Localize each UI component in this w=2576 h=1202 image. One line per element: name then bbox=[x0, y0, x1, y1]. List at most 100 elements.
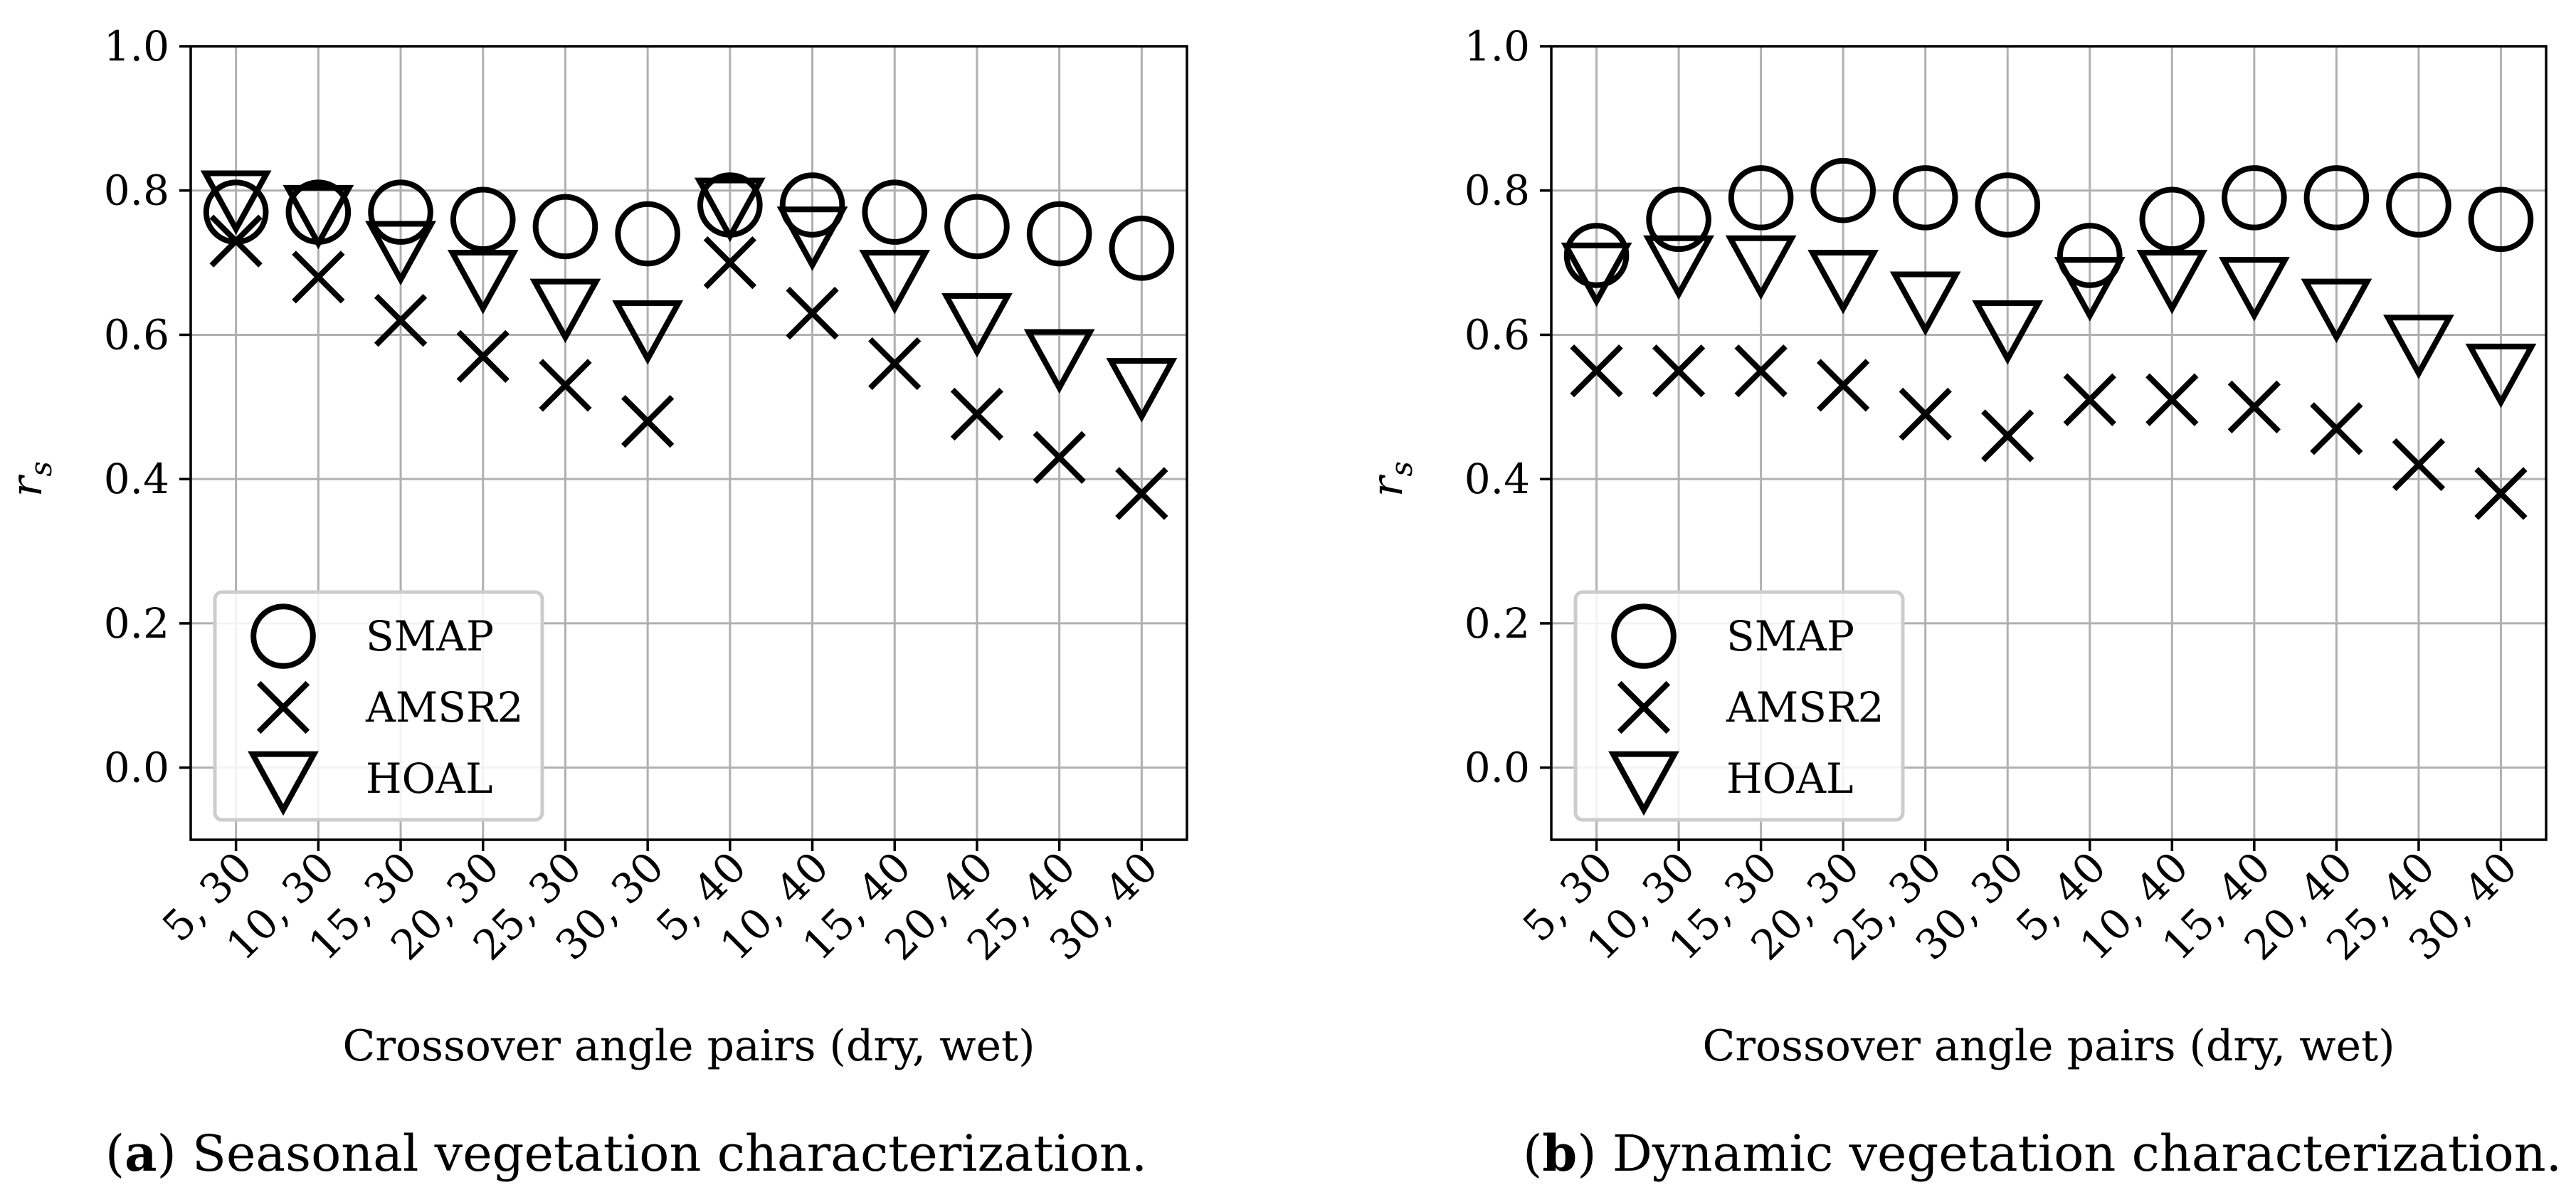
data-point-smap bbox=[1563, 223, 1630, 288]
data-point-hoal bbox=[1889, 271, 1961, 337]
data-point-amsr2 bbox=[209, 214, 263, 268]
legend-marker-hoal bbox=[1608, 751, 1679, 816]
data-point-amsr2 bbox=[2392, 438, 2446, 492]
data-point-smap bbox=[532, 194, 598, 260]
y-tick-label: 1.0 bbox=[104, 22, 169, 70]
data-point-hoal bbox=[529, 278, 601, 344]
y-axis-label: rs bbox=[1363, 461, 1419, 497]
y-tick-label: 0.0 bbox=[104, 744, 169, 792]
data-point-smap bbox=[779, 172, 845, 238]
data-point-smap bbox=[2303, 165, 2370, 231]
data-point-amsr2 bbox=[1033, 431, 1086, 484]
data-point-hoal bbox=[1023, 329, 1095, 394]
series-amsr2 bbox=[209, 214, 1168, 520]
data-point-smap bbox=[1646, 186, 1711, 253]
data-point-hoal bbox=[694, 177, 766, 243]
data-point-hoal bbox=[859, 250, 931, 315]
data-point-hoal bbox=[2301, 278, 2372, 344]
data-point-smap bbox=[1975, 172, 2041, 238]
data-point-amsr2 bbox=[2474, 467, 2528, 520]
y-tick-label: 0.8 bbox=[104, 167, 169, 215]
y-tick-label: 1.0 bbox=[1464, 22, 1530, 70]
data-point-hoal bbox=[447, 250, 519, 315]
legend-marker-smap bbox=[1611, 603, 1677, 669]
data-point-hoal bbox=[2218, 257, 2290, 322]
data-point-amsr2 bbox=[1652, 344, 1706, 398]
data-point-hoal bbox=[365, 221, 436, 286]
caption: (a) Seasonal vegetation characterization… bbox=[105, 1124, 1147, 1183]
data-point-hoal bbox=[1972, 300, 2044, 365]
legend-label-amsr2: AMSR2 bbox=[365, 683, 524, 732]
data-point-amsr2 bbox=[1899, 387, 1952, 441]
y-tick-label: 0.0 bbox=[1464, 744, 1530, 792]
legend-label-smap: SMAP bbox=[1726, 612, 1854, 660]
data-point-amsr2 bbox=[456, 330, 510, 384]
legend-marker-amsr2 bbox=[1617, 680, 1671, 734]
legend: SMAP AMSR2 HOAL bbox=[213, 590, 544, 822]
data-point-hoal bbox=[283, 184, 354, 250]
data-point-smap bbox=[1810, 157, 1876, 223]
legend-marker-hoal bbox=[248, 751, 319, 816]
legend: SMAP AMSR2 HOAL bbox=[1573, 590, 1905, 822]
y-axis-label: rs bbox=[2, 461, 58, 497]
legend-marker-smap bbox=[250, 603, 316, 669]
data-point-hoal bbox=[1561, 242, 1632, 307]
data-point-hoal bbox=[2465, 343, 2537, 408]
y-tick-label: 0.4 bbox=[1464, 455, 1530, 503]
legend-label-hoal: HOAL bbox=[366, 754, 493, 803]
data-point-hoal bbox=[941, 292, 1013, 358]
data-point-amsr2 bbox=[2145, 373, 2199, 426]
data-point-smap bbox=[368, 179, 433, 245]
data-point-smap bbox=[2386, 172, 2451, 238]
data-point-amsr2 bbox=[786, 286, 839, 340]
y-tick-label: 0.2 bbox=[104, 599, 169, 648]
legend-label-amsr2: AMSR2 bbox=[1726, 683, 1884, 732]
data-point-smap bbox=[2057, 223, 2123, 288]
series-hoal bbox=[1561, 235, 2537, 408]
data-point-hoal bbox=[612, 300, 684, 365]
series-smap bbox=[1563, 157, 2534, 288]
data-point-amsr2 bbox=[1115, 467, 1168, 520]
y-tick-label: 0.6 bbox=[104, 310, 169, 359]
gridlines bbox=[1551, 45, 2546, 840]
data-point-hoal bbox=[1106, 358, 1178, 423]
data-point-smap bbox=[1026, 201, 1092, 267]
data-point-amsr2 bbox=[621, 394, 675, 448]
data-point-amsr2 bbox=[2227, 380, 2281, 433]
data-point-amsr2 bbox=[1570, 344, 1623, 398]
legend-box bbox=[213, 590, 544, 822]
y-tick-label: 0.4 bbox=[104, 455, 169, 503]
legend-box bbox=[1573, 590, 1905, 822]
data-point-smap bbox=[862, 179, 928, 245]
data-point-amsr2 bbox=[703, 236, 756, 290]
data-point-amsr2 bbox=[1734, 344, 1788, 398]
data-point-amsr2 bbox=[1981, 409, 2034, 463]
data-point-smap bbox=[1109, 216, 1175, 281]
axes-frame bbox=[1550, 45, 2548, 841]
data-point-amsr2 bbox=[539, 359, 592, 412]
data-point-smap bbox=[1728, 165, 1794, 231]
legend-label-hoal: HOAL bbox=[1726, 754, 1854, 803]
data-point-hoal bbox=[2383, 315, 2454, 379]
data-point-hoal bbox=[1643, 235, 1714, 300]
data-point-amsr2 bbox=[2310, 402, 2363, 455]
data-point-smap bbox=[2222, 165, 2287, 231]
data-point-hoal bbox=[1725, 235, 1797, 300]
data-point-hoal bbox=[2054, 257, 2126, 322]
data-point-amsr2 bbox=[950, 387, 1004, 441]
data-point-amsr2 bbox=[292, 251, 345, 304]
data-point-amsr2 bbox=[1817, 359, 1870, 412]
data-point-smap bbox=[1892, 165, 1958, 231]
legend-marker-amsr2 bbox=[256, 680, 310, 734]
y-tick-label: 0.2 bbox=[1464, 599, 1530, 648]
data-point-smap bbox=[2139, 186, 2205, 253]
y-tick-label: 0.8 bbox=[1464, 167, 1530, 215]
data-point-amsr2 bbox=[868, 337, 922, 391]
data-point-hoal bbox=[200, 170, 272, 236]
x-axis-label: Crossover angle pairs (dry, wet) bbox=[1702, 1021, 2395, 1071]
data-point-smap bbox=[615, 201, 680, 267]
data-point-hoal bbox=[2136, 250, 2208, 315]
